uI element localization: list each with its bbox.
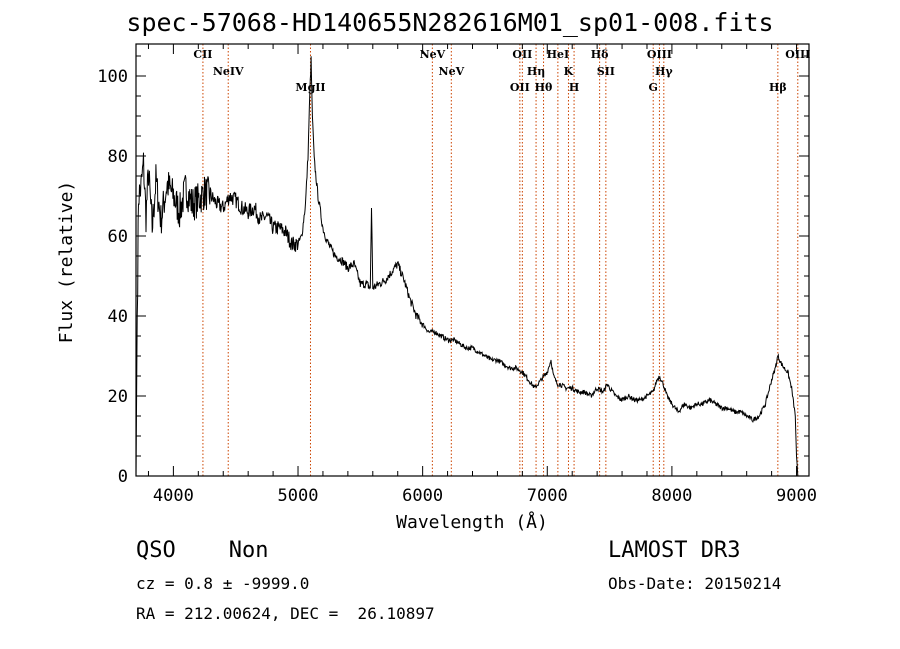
x-tick-label: 5000	[278, 486, 319, 506]
x-tick-label: 9000	[776, 486, 817, 506]
x-tick-label: 7000	[527, 486, 568, 506]
y-tick-label: 60	[108, 227, 128, 247]
emission-line-label: Hη	[527, 65, 545, 78]
obs-date: Obs-Date: 20150214	[608, 574, 782, 593]
emission-line-label: Hβ	[769, 81, 787, 94]
x-tick-label: 6000	[402, 486, 443, 506]
y-tick-label: 80	[108, 147, 128, 167]
emission-line-label: Hθ	[535, 81, 553, 94]
ra-dec: RA = 212.00624, DEC = 26.10897	[136, 604, 435, 623]
x-axis-label: Wavelength (Å)	[396, 511, 548, 533]
emission-line-label: NeV	[420, 48, 446, 61]
redshift-cz: cz = 0.8 ± -9999.0	[136, 574, 310, 593]
y-tick-label: 0	[118, 467, 128, 487]
emission-line-label: G	[649, 81, 658, 94]
class-value: QSO	[136, 538, 176, 563]
y-tick-label: 20	[108, 387, 128, 407]
object-class: QSO Non	[136, 538, 268, 563]
emission-line-label: OIII	[647, 48, 672, 61]
emission-line-label: CII	[193, 48, 212, 61]
emission-line-label: H	[569, 81, 579, 94]
axis-ticks: 4000 5000 6000 7000 8000 9000 0 20 40 60 80 100	[97, 44, 817, 506]
y-axis-label: Flux (relative)	[56, 181, 77, 344]
emission-line-markers	[202, 44, 799, 476]
y-tick-label: 40	[108, 307, 128, 327]
emission-line-label: Hδ	[591, 48, 609, 61]
emission-line-label: NeV	[439, 65, 465, 78]
emission-line-label: OII	[510, 81, 530, 94]
emission-line-label: OII	[512, 48, 532, 61]
emission-line-label: MgII	[295, 81, 325, 94]
subclass-value: Non	[228, 538, 269, 563]
y-tick-label: 100	[97, 67, 128, 87]
emission-line-label: Hγ	[655, 65, 673, 78]
spectrum-series	[135, 56, 799, 477]
plot-frame	[135, 43, 810, 477]
emission-line-label: NeIV	[213, 65, 244, 78]
chart-title: spec-57068-HD140655N282616M01_sp01-008.f…	[126, 8, 774, 37]
spectrum-line	[135, 56, 799, 477]
emission-line-label: HeI	[547, 48, 570, 61]
emission-line-label: OIII	[785, 48, 810, 61]
x-tick-label: 4000	[153, 486, 194, 506]
survey-name: LAMOST DR3	[608, 538, 741, 563]
x-tick-label: 8000	[651, 486, 692, 506]
emission-line-label: SII	[597, 65, 615, 78]
emission-line-label: K	[564, 65, 574, 78]
